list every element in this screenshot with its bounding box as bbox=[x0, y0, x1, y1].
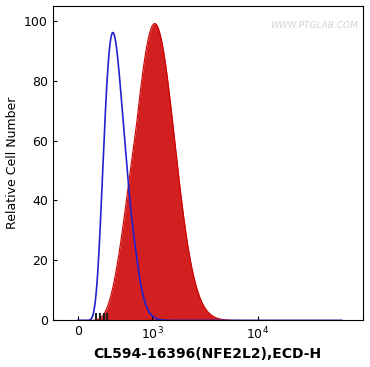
Y-axis label: Relative Cell Number: Relative Cell Number bbox=[6, 97, 18, 229]
X-axis label: CL594-16396(NFE2L2),ECD-H: CL594-16396(NFE2L2),ECD-H bbox=[94, 348, 322, 361]
Text: WWW.PTGLAB.COM: WWW.PTGLAB.COM bbox=[270, 21, 357, 30]
